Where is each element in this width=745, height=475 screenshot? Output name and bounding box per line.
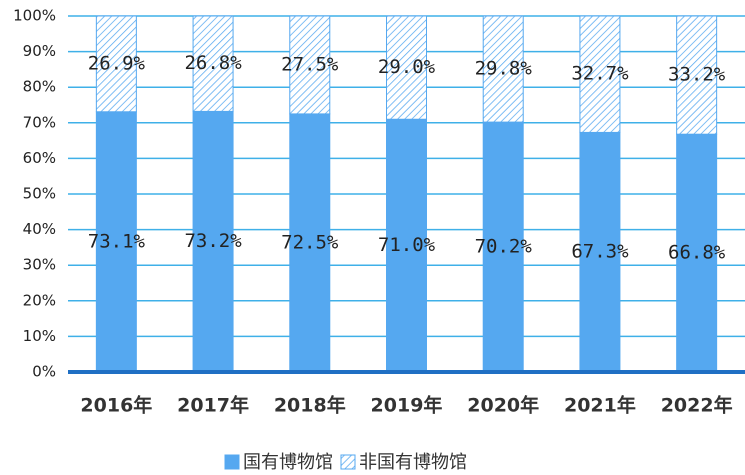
bar-segment — [579, 131, 621, 373]
bar-segment — [579, 15, 621, 133]
x-tick-label: 2022年 — [661, 394, 733, 417]
y-tick-label: 40% — [23, 220, 56, 238]
legend-label: 国有博物馆 — [243, 452, 333, 473]
value-label: 29.8% — [475, 58, 533, 80]
bar-segment — [676, 15, 718, 135]
bar-segment — [482, 121, 524, 373]
bar-segment — [676, 133, 718, 373]
y-tick-label: 80% — [23, 78, 56, 96]
legend-label: 非国有博物馆 — [359, 452, 467, 473]
y-tick-label: 90% — [23, 42, 56, 60]
value-label: 71.0% — [378, 234, 436, 256]
bar-segment — [95, 15, 137, 113]
legend-swatch — [224, 454, 240, 470]
y-tick-label: 50% — [23, 185, 56, 203]
y-tick-label: 100% — [13, 7, 56, 25]
bar-segment — [192, 110, 234, 373]
value-label: 70.2% — [475, 236, 533, 258]
bar-segment — [95, 111, 137, 373]
value-label: 27.5% — [281, 53, 339, 75]
value-label: 29.0% — [378, 56, 436, 78]
bar-segment — [289, 15, 331, 115]
x-tick-label: 2019年 — [371, 394, 443, 417]
legend-swatch — [340, 454, 356, 470]
value-label: 66.8% — [668, 242, 726, 264]
y-tick-label: 70% — [23, 113, 56, 131]
y-tick-label: 0% — [32, 363, 56, 381]
value-label: 26.8% — [184, 52, 242, 74]
x-tick-label: 2016年 — [80, 394, 152, 417]
bar-segment — [482, 15, 524, 123]
y-tick-label: 10% — [23, 327, 56, 345]
x-tick-label: 2020年 — [467, 394, 539, 417]
x-tick-label: 2018年 — [274, 394, 346, 417]
value-label: 73.1% — [88, 230, 146, 252]
y-tick-label: 60% — [23, 149, 56, 167]
value-label: 33.2% — [668, 64, 726, 86]
bar-segment — [192, 15, 234, 112]
value-label: 72.5% — [281, 231, 339, 253]
value-label: 67.3% — [571, 241, 629, 263]
bar-segment — [289, 113, 331, 373]
value-label: 26.9% — [88, 52, 146, 74]
x-tick-label: 2021年 — [564, 394, 636, 417]
value-label: 32.7% — [571, 63, 629, 85]
bar-segment — [386, 15, 427, 120]
y-tick-label: 20% — [23, 291, 56, 309]
y-tick-label: 30% — [23, 256, 56, 274]
x-tick-label: 2017年 — [177, 394, 249, 417]
value-label: 73.2% — [184, 230, 242, 252]
